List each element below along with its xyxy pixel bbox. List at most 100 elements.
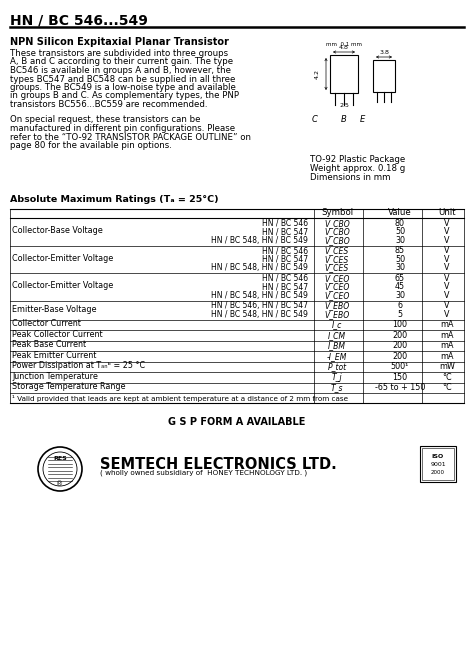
- Text: Weight approx. 0.18 g: Weight approx. 0.18 g: [310, 164, 405, 173]
- Text: I_BM: I_BM: [328, 341, 346, 350]
- Text: Storage Temperature Range: Storage Temperature Range: [12, 382, 126, 391]
- Text: ISO: ISO: [432, 453, 444, 459]
- Text: Collector-Base Voltage: Collector-Base Voltage: [12, 226, 103, 235]
- Text: °C: °C: [442, 384, 452, 392]
- Text: mA: mA: [440, 341, 454, 350]
- Text: 2000: 2000: [431, 469, 445, 474]
- Text: transistors BC556...BC559 are recommended.: transistors BC556...BC559 are recommende…: [10, 100, 208, 109]
- Text: 80: 80: [395, 219, 405, 228]
- Text: HN / BC 547: HN / BC 547: [262, 282, 308, 291]
- Text: 3.8: 3.8: [379, 50, 389, 55]
- Text: mA: mA: [440, 331, 454, 340]
- Bar: [330, 55, 358, 93]
- Text: 50: 50: [395, 227, 405, 236]
- Text: 30: 30: [395, 291, 405, 300]
- Text: V: V: [444, 263, 450, 272]
- Text: Power Dissipation at Tₐₙᵇ = 25 °C: Power Dissipation at Tₐₙᵇ = 25 °C: [12, 361, 145, 370]
- Text: V_CEO: V_CEO: [324, 273, 350, 283]
- Text: SEMTECH ELECTRONICS LTD.: SEMTECH ELECTRONICS LTD.: [100, 457, 337, 472]
- Text: 5: 5: [397, 310, 402, 319]
- Text: 6: 6: [398, 301, 402, 310]
- Text: Unit: Unit: [438, 208, 456, 217]
- Text: in groups B and C. As complementary types, the PNP: in groups B and C. As complementary type…: [10, 92, 239, 101]
- Text: T_j: T_j: [332, 373, 342, 382]
- Text: V: V: [444, 255, 450, 264]
- Text: V_CES: V_CES: [325, 255, 349, 264]
- Text: 150: 150: [392, 373, 408, 382]
- Text: G S P FORM A AVAILABLE: G S P FORM A AVAILABLE: [168, 417, 306, 427]
- Text: Symbol: Symbol: [321, 208, 353, 217]
- Text: °C: °C: [442, 373, 452, 382]
- Text: Collector Current: Collector Current: [12, 319, 81, 328]
- Text: TO-92 Plastic Package: TO-92 Plastic Package: [310, 155, 405, 164]
- Text: V_CEO: V_CEO: [324, 282, 350, 291]
- Text: V: V: [444, 227, 450, 236]
- Text: Peak Base Current: Peak Base Current: [12, 340, 86, 349]
- Text: On special request, these transistors can be: On special request, these transistors ca…: [10, 115, 201, 125]
- Text: HN / BC 546, HN / BC 547: HN / BC 546, HN / BC 547: [211, 301, 308, 310]
- Text: 200: 200: [392, 341, 408, 350]
- Text: Value: Value: [388, 208, 412, 217]
- Text: V_CES: V_CES: [325, 263, 349, 272]
- Text: V_CBO: V_CBO: [324, 236, 350, 244]
- Text: HN / BC 546...549: HN / BC 546...549: [10, 14, 148, 28]
- Text: I_CM: I_CM: [328, 331, 346, 340]
- Text: 2.5: 2.5: [339, 103, 349, 108]
- Bar: [373, 60, 395, 92]
- Text: ®: ®: [56, 481, 64, 487]
- Text: types BC547 and BC548 can be supplied in all three: types BC547 and BC548 can be supplied in…: [10, 74, 236, 84]
- Text: 4.2: 4.2: [315, 69, 320, 79]
- Text: 50: 50: [395, 255, 405, 264]
- Text: V_CBO: V_CBO: [324, 219, 350, 228]
- Text: HN / BC 548, HN / BC 549: HN / BC 548, HN / BC 549: [211, 310, 308, 319]
- Text: 200: 200: [392, 352, 408, 360]
- Text: V_EBO: V_EBO: [324, 301, 350, 310]
- Text: Dimensions in mm: Dimensions in mm: [310, 173, 391, 182]
- Text: 9001: 9001: [430, 461, 446, 467]
- Text: Peak Collector Current: Peak Collector Current: [12, 330, 103, 339]
- Text: V: V: [444, 301, 450, 310]
- Text: 85: 85: [395, 246, 405, 255]
- Text: 4.8: 4.8: [339, 45, 349, 50]
- Text: V: V: [444, 236, 450, 244]
- Text: -65 to + 150: -65 to + 150: [375, 384, 425, 392]
- Text: E: E: [359, 115, 365, 124]
- Text: 500¹: 500¹: [391, 362, 409, 371]
- Text: ¹ Valid provided that leads are kept at ambient temperature at a distance of 2 m: ¹ Valid provided that leads are kept at …: [12, 395, 348, 401]
- Text: V_CES: V_CES: [325, 246, 349, 255]
- Text: 30: 30: [395, 236, 405, 244]
- Text: B: B: [341, 115, 347, 124]
- Text: V: V: [444, 310, 450, 319]
- Text: V_EBO: V_EBO: [324, 310, 350, 319]
- Text: NPN Silicon Expitaxial Planar Transistor: NPN Silicon Expitaxial Planar Transistor: [10, 37, 229, 47]
- Text: refer to the “TO-92 TRANSISTOR PACKAGE OUTLINE” on: refer to the “TO-92 TRANSISTOR PACKAGE O…: [10, 132, 251, 142]
- Text: HN / BC 546: HN / BC 546: [262, 273, 308, 283]
- Text: manufactured in different pin configurations. Please: manufactured in different pin configurat…: [10, 124, 235, 133]
- Bar: [420, 446, 456, 482]
- Text: HN / BC 547: HN / BC 547: [262, 255, 308, 264]
- Text: -I_EM: -I_EM: [327, 352, 347, 360]
- Text: mA: mA: [440, 352, 454, 360]
- Text: V: V: [444, 246, 450, 255]
- Text: RES: RES: [53, 457, 67, 461]
- Text: These transistors are subdivided into three groups: These transistors are subdivided into th…: [10, 49, 228, 58]
- Text: V: V: [444, 219, 450, 228]
- Text: V_CEO: V_CEO: [324, 291, 350, 300]
- Text: 45: 45: [395, 282, 405, 291]
- Text: V: V: [444, 291, 450, 300]
- Text: HN / BC 546: HN / BC 546: [262, 246, 308, 255]
- Text: BC546 is available in groups A and B, however, the: BC546 is available in groups A and B, ho…: [10, 66, 231, 75]
- Bar: [422, 448, 454, 480]
- Text: mm  0.1 mm: mm 0.1 mm: [326, 42, 362, 47]
- Text: A, B and C according to their current gain. The type: A, B and C according to their current ga…: [10, 57, 233, 67]
- Text: 100: 100: [392, 320, 408, 330]
- Text: I_c: I_c: [332, 320, 342, 330]
- Text: Peak Emitter Current: Peak Emitter Current: [12, 351, 96, 360]
- Text: V: V: [444, 282, 450, 291]
- Text: 200: 200: [392, 331, 408, 340]
- Text: HN / BC 546: HN / BC 546: [262, 219, 308, 228]
- Text: Emitter-Base Voltage: Emitter-Base Voltage: [12, 304, 97, 314]
- Text: HN / BC 548, HN / BC 549: HN / BC 548, HN / BC 549: [211, 291, 308, 300]
- Text: Absolute Maximum Ratings (Tₐ = 25°C): Absolute Maximum Ratings (Tₐ = 25°C): [10, 195, 219, 204]
- Text: P_tot: P_tot: [328, 362, 346, 371]
